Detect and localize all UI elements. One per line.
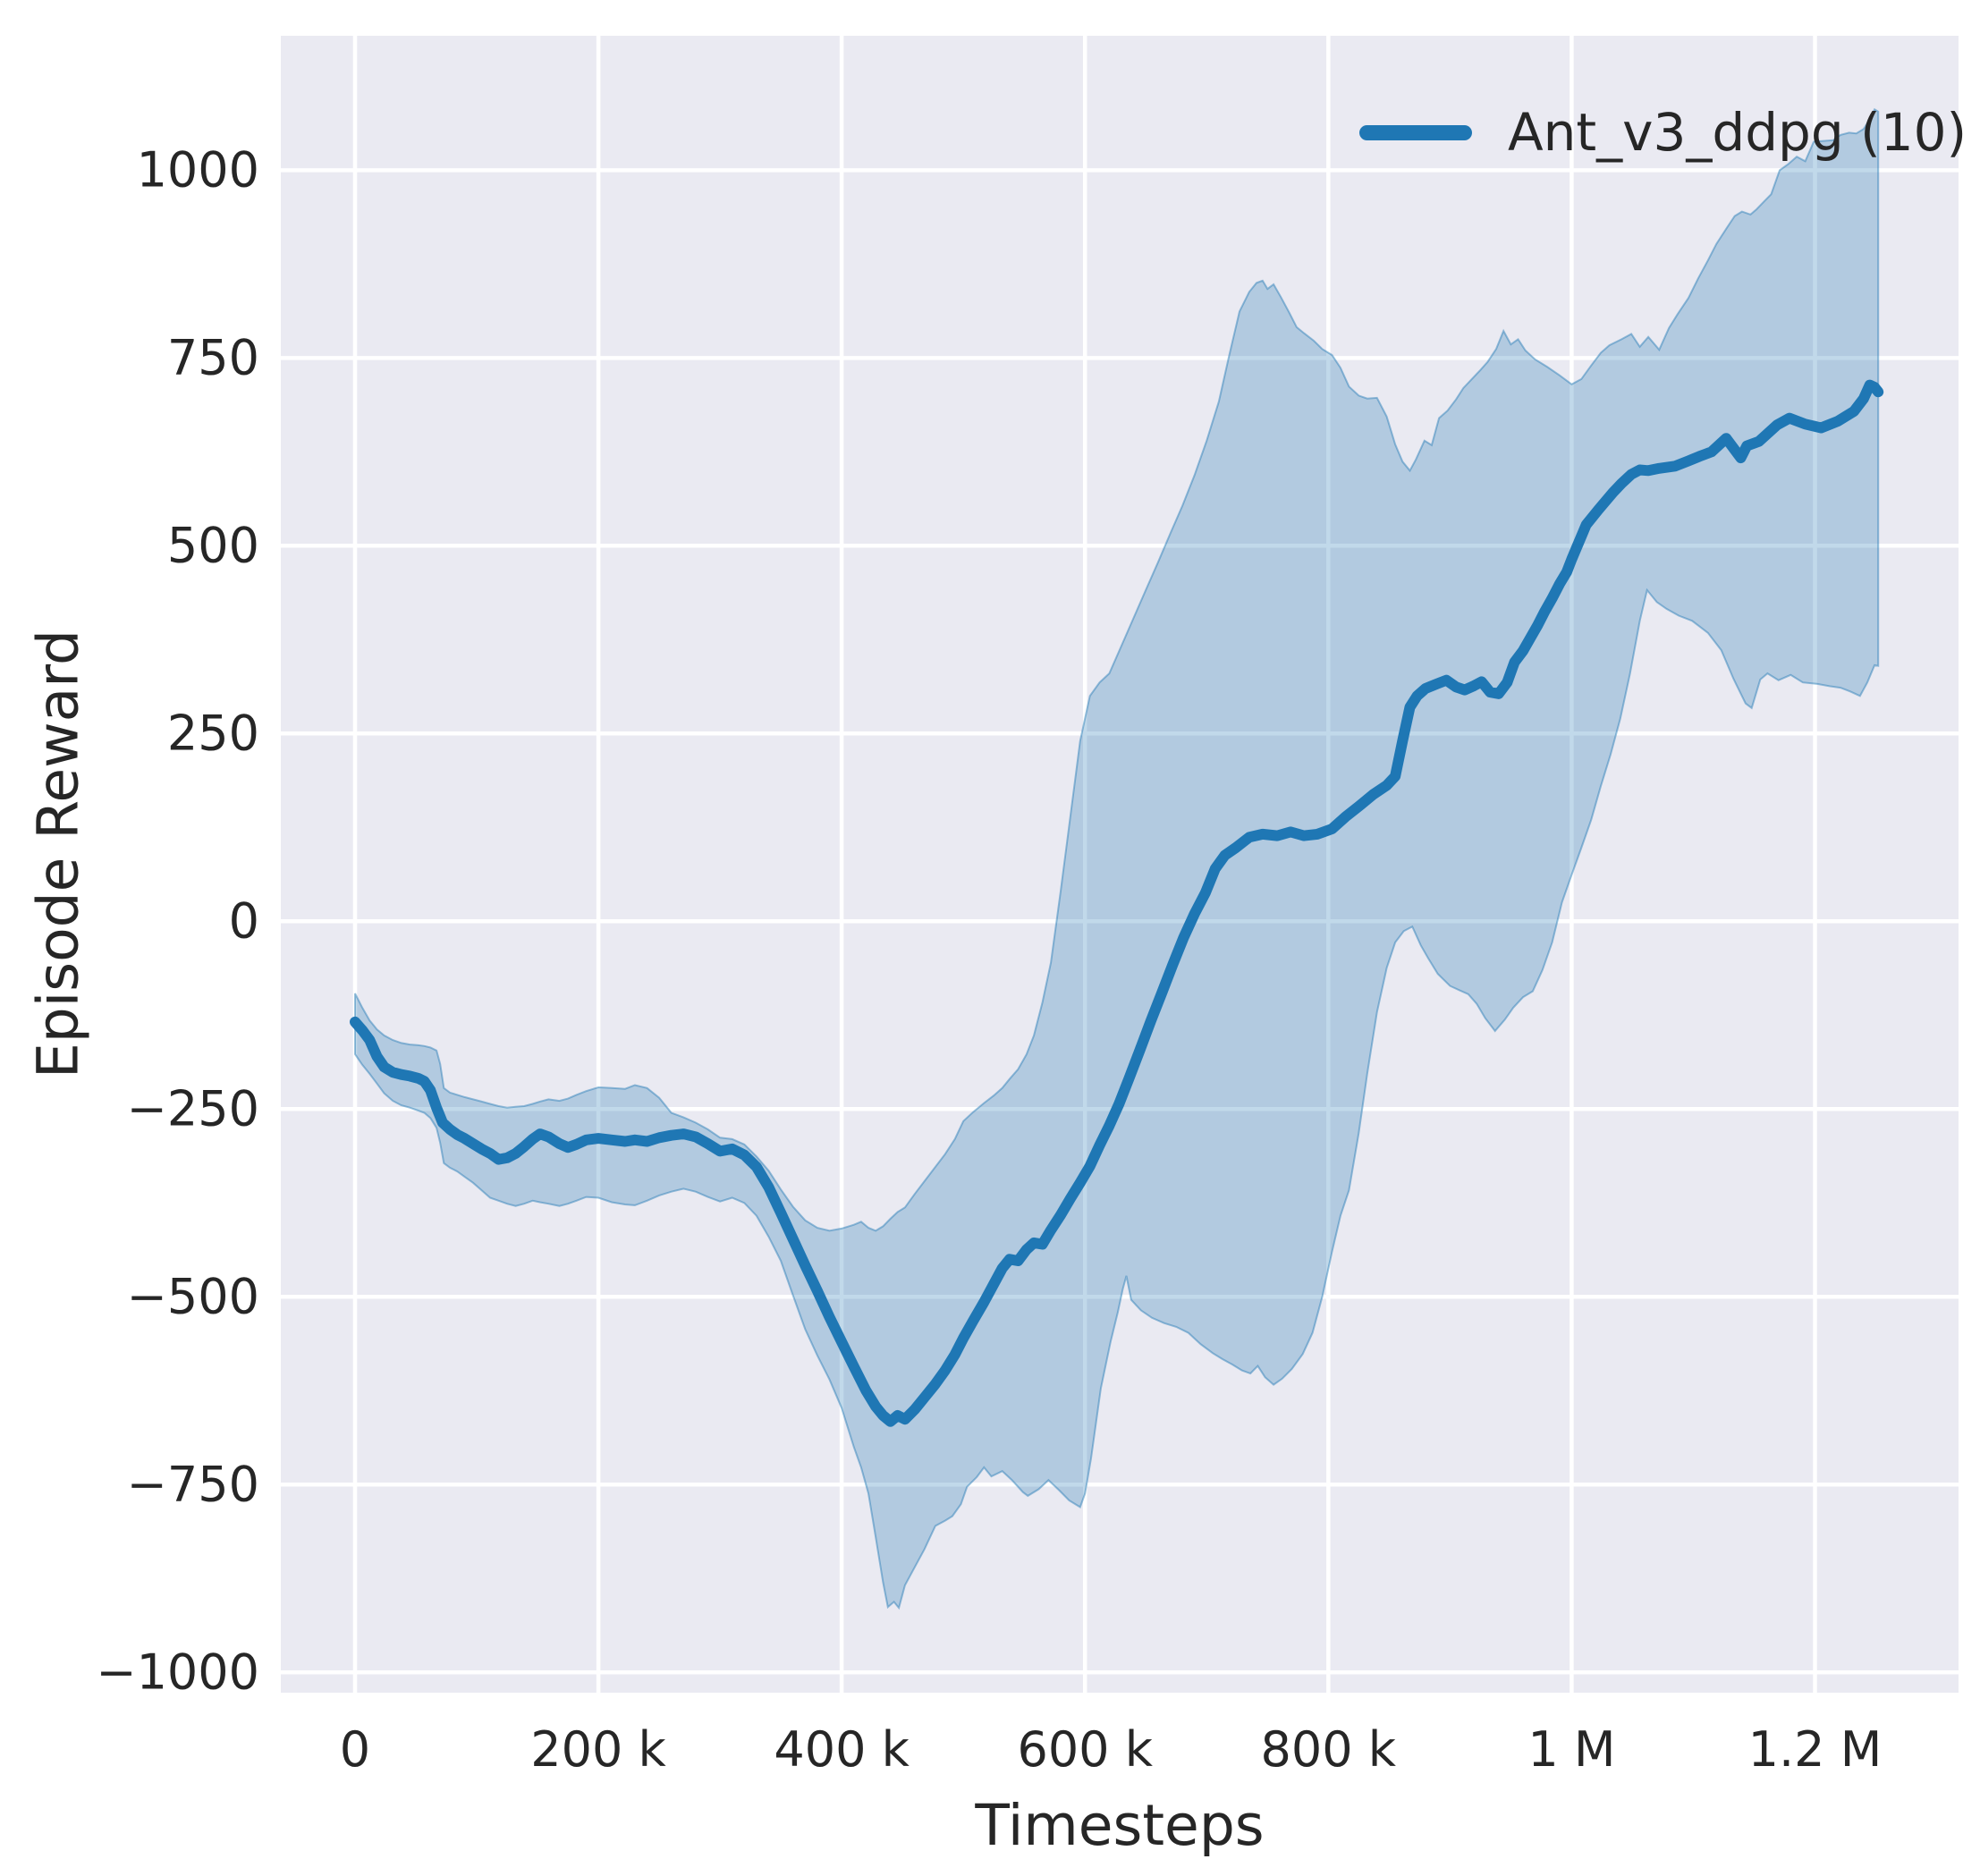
plot-area: [281, 36, 1959, 1693]
confidence-band: [355, 109, 1879, 1609]
x-axis-label: Timesteps: [975, 1793, 1265, 1858]
legend-label: Ant_v3_ddpg (10): [1508, 102, 1967, 163]
y-tick-label: −250: [126, 1080, 259, 1137]
x-tick-label: 600 k: [1017, 1721, 1153, 1778]
x-tick-label: 0: [339, 1721, 371, 1778]
legend-line-swatch: [1359, 124, 1472, 140]
y-axis-label: Episode Reward: [25, 629, 91, 1079]
x-tick-label: 400 k: [774, 1721, 910, 1778]
y-tick-label: −1000: [96, 1644, 259, 1701]
chart-canvas: [281, 36, 1959, 1693]
x-tick-label: 200 k: [530, 1721, 666, 1778]
y-tick-label: 1000: [136, 141, 259, 199]
y-tick-label: 750: [166, 329, 259, 386]
legend: Ant_v3_ddpg (10): [1359, 102, 1967, 163]
x-tick-label: 1 M: [1527, 1721, 1616, 1778]
x-tick-label: 800 k: [1260, 1721, 1397, 1778]
mean-line: [350, 379, 1884, 1427]
y-tick-label: −500: [126, 1268, 259, 1325]
y-tick-label: 0: [228, 892, 259, 950]
confidence-band-edge: [354, 107, 1880, 1610]
x-tick-label: 1.2 M: [1747, 1721, 1883, 1778]
y-tick-label: 500: [166, 517, 259, 574]
y-tick-label: −750: [126, 1456, 259, 1513]
y-tick-label: 250: [166, 705, 259, 762]
